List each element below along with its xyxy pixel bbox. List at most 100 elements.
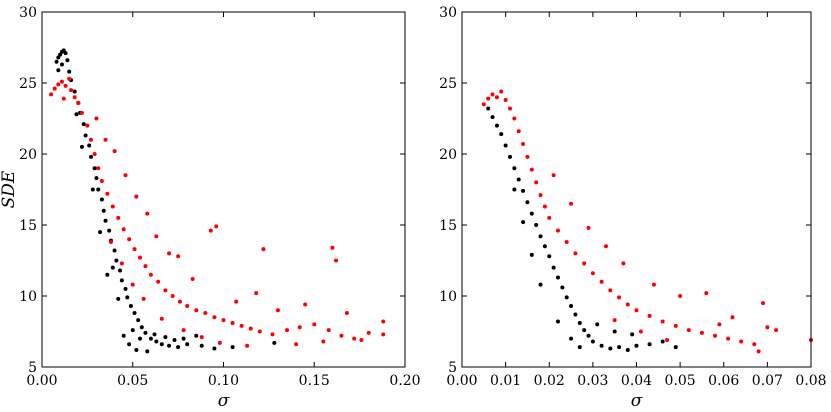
- data-point: [230, 320, 235, 325]
- data-point: [234, 299, 239, 304]
- data-point: [89, 137, 93, 142]
- data-point: [555, 228, 560, 233]
- x-tick-label: 0.20: [389, 373, 420, 389]
- data-point: [512, 166, 517, 171]
- data-point: [199, 343, 204, 348]
- data-point: [114, 258, 119, 263]
- data-point: [490, 92, 495, 97]
- data-point: [141, 296, 146, 301]
- data-point: [608, 288, 613, 293]
- data-point: [275, 308, 280, 313]
- data-point: [54, 59, 59, 64]
- data-point: [673, 345, 678, 350]
- data-point: [599, 343, 604, 348]
- data-point: [381, 319, 386, 324]
- data-point: [352, 336, 357, 341]
- data-point: [199, 335, 204, 340]
- data-point: [123, 286, 128, 291]
- x-tick-label: 0.10: [208, 373, 239, 389]
- data-point: [181, 336, 186, 341]
- data-point: [59, 62, 64, 67]
- data-point: [647, 313, 652, 318]
- data-point: [67, 76, 72, 81]
- data-point: [116, 296, 121, 301]
- data-point: [359, 338, 364, 343]
- data-point: [103, 218, 108, 223]
- data-point: [660, 339, 665, 344]
- data-point: [612, 329, 617, 334]
- data-point: [72, 95, 77, 100]
- data-point: [534, 180, 539, 185]
- data-point: [678, 294, 683, 298]
- data-point: [112, 248, 117, 253]
- data-point: [208, 228, 213, 233]
- y-tick-label: 5: [448, 360, 457, 376]
- data-point: [765, 325, 770, 330]
- y-tick-label: 5: [28, 360, 37, 376]
- data-point: [190, 276, 195, 281]
- data-point: [590, 339, 595, 344]
- data-point: [330, 245, 335, 250]
- data-point: [752, 342, 757, 347]
- data-point: [507, 154, 512, 159]
- data-point: [261, 247, 266, 252]
- data-point: [730, 315, 735, 320]
- data-point: [145, 349, 150, 354]
- data-point: [503, 143, 508, 148]
- data-point: [85, 123, 90, 128]
- data-point: [582, 261, 587, 266]
- data-point: [148, 272, 153, 277]
- data-point: [270, 332, 275, 337]
- data-point: [294, 342, 299, 347]
- data-point: [647, 342, 652, 347]
- data-point: [152, 332, 157, 337]
- data-point: [167, 343, 172, 348]
- data-point: [143, 264, 148, 269]
- data-point: [634, 308, 639, 313]
- data-point: [134, 347, 139, 352]
- data-point: [486, 96, 491, 101]
- data-point: [56, 55, 61, 60]
- data-point: [110, 204, 115, 209]
- data-point: [595, 322, 600, 327]
- data-point: [366, 330, 371, 335]
- data-point: [136, 318, 141, 323]
- data-point: [61, 48, 66, 53]
- data-point: [529, 211, 534, 216]
- data-point: [185, 342, 190, 347]
- x-tick-label: 0.03: [577, 373, 608, 389]
- data-point: [172, 338, 177, 343]
- data-point: [494, 123, 499, 128]
- data-point: [573, 312, 578, 317]
- data-point: [89, 154, 93, 159]
- data-point: [516, 177, 521, 182]
- data-point: [92, 152, 97, 156]
- data-point: [159, 342, 164, 347]
- data-point: [507, 106, 512, 111]
- data-point: [212, 315, 217, 320]
- data-point: [69, 88, 74, 93]
- data-point: [112, 149, 117, 154]
- data-point: [512, 116, 517, 121]
- data-point: [761, 301, 766, 306]
- data-point: [159, 316, 164, 321]
- x-tick-label: 0.02: [534, 373, 565, 389]
- data-point: [163, 288, 168, 293]
- y-tick-label: 15: [439, 218, 457, 234]
- data-point: [339, 333, 344, 338]
- data-point: [67, 69, 72, 74]
- data-point: [181, 328, 186, 333]
- data-point: [58, 52, 63, 57]
- data-point: [534, 223, 539, 227]
- x-axis-title: σ: [218, 391, 230, 411]
- data-point: [108, 240, 113, 245]
- data-point: [203, 311, 208, 316]
- data-point: [665, 338, 670, 343]
- data-point: [634, 343, 639, 348]
- data-point: [94, 116, 99, 121]
- data-point: [285, 328, 290, 333]
- data-point: [297, 325, 302, 330]
- data-point: [139, 325, 144, 330]
- data-point: [167, 251, 172, 256]
- data-point: [599, 279, 604, 284]
